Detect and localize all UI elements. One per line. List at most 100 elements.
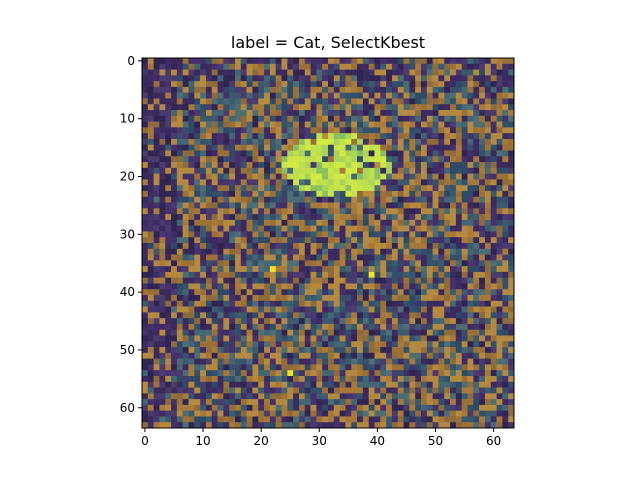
heatmap-cell — [490, 404, 497, 411]
heatmap-cell — [479, 277, 486, 284]
heatmap-cell — [409, 237, 416, 244]
heatmap-cell — [165, 190, 172, 198]
heatmap-cell — [264, 399, 271, 406]
heatmap-cell — [508, 98, 515, 105]
heatmap-cell — [455, 364, 462, 371]
heatmap-cell — [473, 370, 480, 377]
heatmap-cell — [368, 295, 375, 302]
heatmap-cell — [403, 375, 410, 383]
heatmap-cell — [357, 138, 364, 146]
heatmap-cell — [490, 277, 497, 284]
heatmap-cell — [508, 341, 515, 348]
heatmap-cell — [182, 352, 189, 359]
heatmap-cell — [269, 352, 276, 359]
heatmap-cell — [403, 352, 410, 359]
heatmap-cell — [258, 115, 265, 122]
heatmap-cell — [333, 410, 340, 417]
heatmap-cell — [421, 156, 428, 163]
heatmap-cell — [450, 352, 457, 359]
heatmap-cell — [380, 115, 387, 122]
heatmap-cell — [194, 173, 201, 180]
heatmap-cell — [147, 358, 154, 365]
heatmap-cell — [159, 115, 166, 122]
heatmap-cell — [304, 214, 311, 221]
heatmap-cell — [484, 352, 492, 359]
heatmap-cell — [461, 387, 468, 394]
heatmap-cell — [432, 115, 439, 122]
heatmap-cell — [142, 190, 149, 198]
heatmap-cell — [223, 416, 230, 423]
heatmap-cell — [397, 323, 404, 331]
heatmap-cell — [450, 416, 457, 423]
heatmap-cell — [444, 375, 451, 383]
heatmap-cell — [264, 277, 271, 284]
heatmap-cell — [200, 63, 207, 70]
heatmap-cell — [275, 416, 282, 423]
heatmap-cell — [258, 289, 265, 296]
heatmap-cell — [339, 237, 346, 244]
heatmap-cell — [345, 271, 352, 278]
heatmap-cell — [287, 329, 294, 336]
heatmap-cell — [310, 75, 317, 82]
heatmap-cell — [142, 63, 149, 70]
heatmap-cell — [188, 254, 195, 261]
heatmap-cell — [322, 289, 329, 296]
heatmap-cell — [252, 335, 259, 342]
heatmap-cell — [409, 92, 416, 99]
heatmap-cell — [374, 381, 381, 388]
heatmap-cell — [450, 266, 457, 273]
heatmap-cell — [484, 318, 492, 325]
heatmap-cell — [211, 104, 218, 111]
heatmap-cell — [229, 329, 236, 336]
heatmap-cell — [351, 167, 358, 174]
heatmap-cell — [159, 306, 166, 313]
heatmap-cell — [484, 156, 492, 163]
heatmap-cell — [397, 162, 404, 169]
heatmap-cell — [200, 196, 207, 203]
heatmap-cell — [194, 404, 201, 411]
heatmap-cell — [147, 173, 154, 180]
heatmap-cell — [159, 225, 166, 232]
heatmap-cell — [275, 323, 282, 331]
heatmap-cell — [310, 358, 317, 365]
heatmap-cell — [176, 318, 183, 325]
heatmap-cell — [229, 190, 236, 198]
heatmap-cell — [223, 243, 230, 250]
heatmap-cell — [310, 381, 317, 388]
heatmap-cell — [415, 225, 422, 232]
heatmap-cell — [258, 341, 265, 348]
heatmap-cell — [397, 237, 404, 244]
heatmap-cell — [415, 92, 422, 99]
heatmap-cell — [246, 208, 253, 215]
heatmap-cell — [444, 167, 451, 174]
heatmap-cell — [147, 370, 154, 377]
heatmap-cell — [281, 335, 288, 342]
heatmap-cell — [310, 260, 317, 267]
heatmap-cell — [165, 283, 172, 290]
heatmap-cell — [322, 150, 329, 157]
heatmap-cell — [473, 75, 480, 82]
heatmap-cell — [484, 138, 492, 146]
heatmap-cell — [467, 260, 474, 267]
heatmap-cell — [281, 410, 288, 417]
heatmap-cell — [176, 237, 183, 244]
heatmap-cell — [450, 300, 457, 307]
heatmap-cell — [252, 81, 259, 88]
heatmap-cell — [246, 225, 253, 232]
heatmap-cell — [426, 352, 433, 359]
heatmap-cell — [322, 341, 329, 348]
heatmap-cell — [374, 375, 381, 383]
heatmap-cell — [240, 133, 247, 140]
heatmap-cell — [421, 196, 428, 203]
heatmap-cell — [339, 399, 346, 406]
heatmap-cell — [304, 86, 311, 93]
heatmap-cell — [281, 283, 288, 290]
heatmap-cell — [316, 196, 323, 203]
heatmap-cell — [432, 162, 439, 169]
heatmap-cell — [142, 92, 149, 99]
heatmap-cell — [403, 167, 410, 174]
heatmap-cell — [328, 127, 335, 134]
heatmap-cell — [391, 329, 399, 336]
heatmap-cell — [171, 352, 178, 359]
heatmap-cell — [328, 289, 335, 296]
